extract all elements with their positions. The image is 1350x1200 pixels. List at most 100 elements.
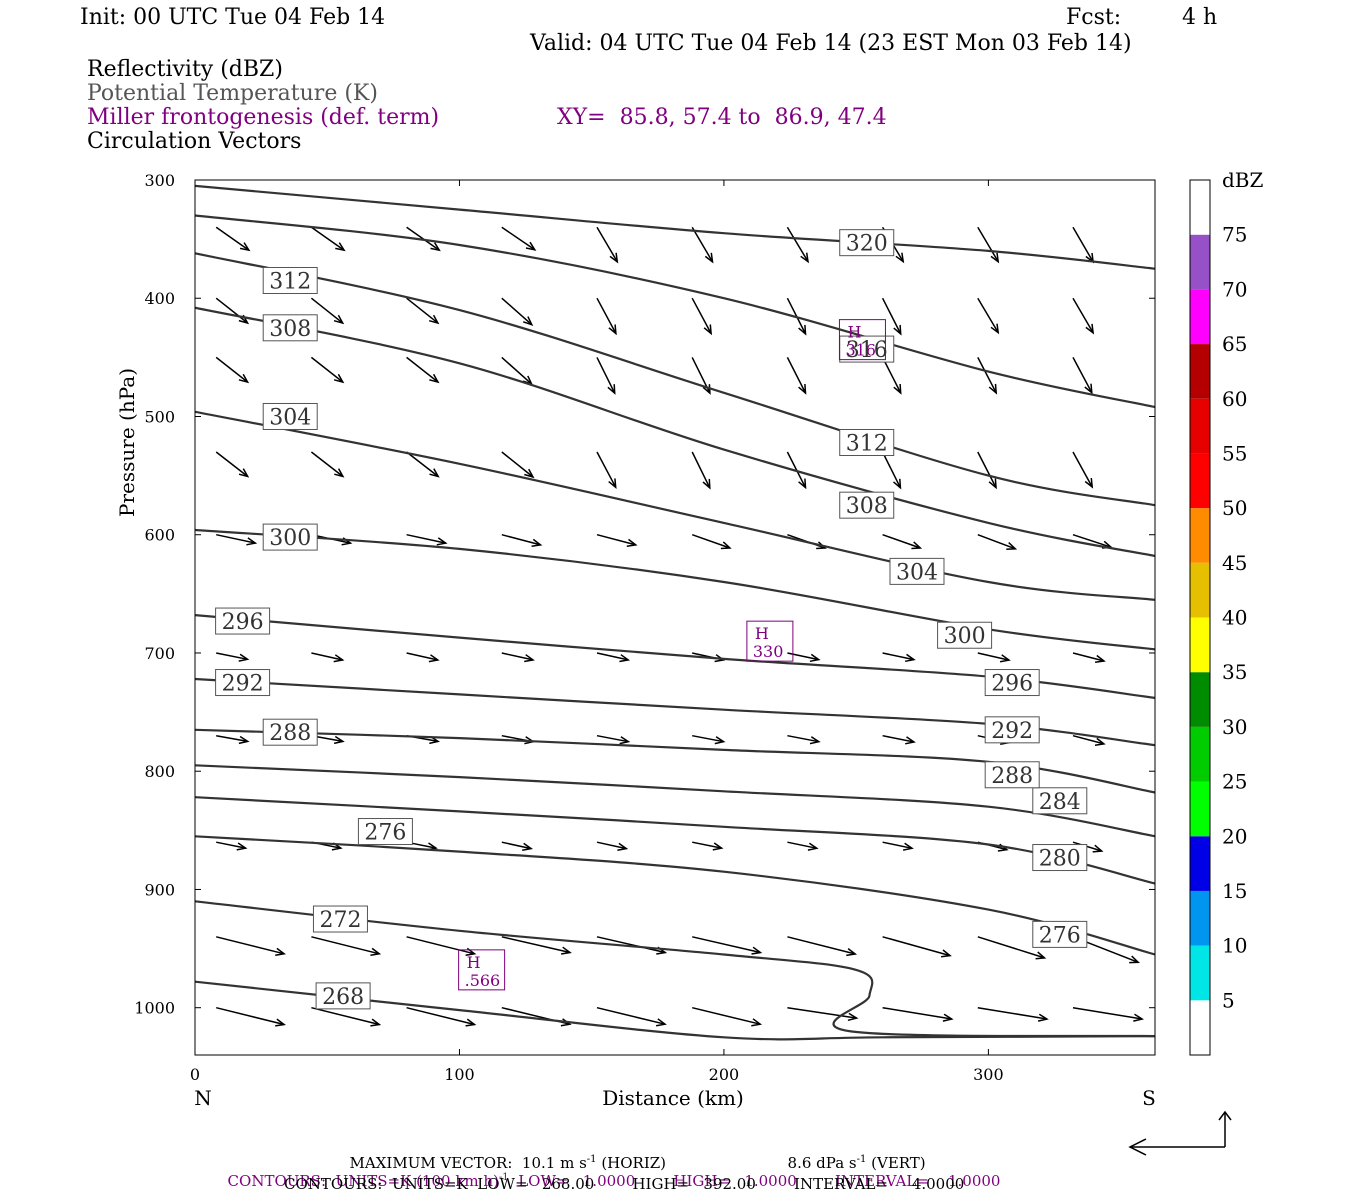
circulation-vector-head xyxy=(333,735,345,745)
extremum-type: H xyxy=(847,323,861,342)
extremum-type: H xyxy=(467,953,481,972)
x-tick-label: 100 xyxy=(444,1065,475,1084)
colorbar-segment xyxy=(1190,781,1210,837)
circulation-vector xyxy=(311,1006,380,1026)
circulation-vector xyxy=(786,357,807,394)
x-tick-label: 200 xyxy=(709,1065,740,1084)
circulation-vector xyxy=(596,936,666,954)
circulation-vector xyxy=(596,297,617,334)
contour-label-300: 300 xyxy=(269,526,311,551)
contour-label-box xyxy=(889,557,945,585)
circulation-vector-head xyxy=(429,373,440,384)
field-frontogenesis: Miller frontogenesis (def. term) xyxy=(87,105,440,130)
extremum-box xyxy=(458,949,506,991)
colorbar-label: 5 xyxy=(1222,988,1235,1012)
circulation-vector-head xyxy=(714,736,726,745)
circulation-vector-head xyxy=(704,252,714,264)
circulation-vector xyxy=(406,451,439,478)
circulation-vector xyxy=(977,652,1010,661)
circulation-vector xyxy=(310,297,344,324)
contour-label-296: 296 xyxy=(222,610,264,635)
circulation-vector xyxy=(310,451,344,478)
isentrope-308 xyxy=(195,306,1155,558)
x-tick-label: 0 xyxy=(190,1065,200,1084)
circulation-vector-head xyxy=(904,653,916,663)
circulation-vector-head xyxy=(1035,951,1047,960)
colorbar-segment xyxy=(1190,562,1210,618)
isentrope-284 xyxy=(195,764,1155,838)
extremum-value: 316 xyxy=(845,341,876,360)
colorbar-segment xyxy=(1190,508,1210,563)
circulation-vector-head xyxy=(1037,1013,1049,1022)
contour-label-308: 308 xyxy=(269,317,311,342)
y-tick-label: 500 xyxy=(144,407,175,426)
circulation-vector xyxy=(310,226,345,251)
circulation-vector xyxy=(691,226,714,263)
circulation-vector-head xyxy=(275,1018,286,1027)
circulation-vector-head xyxy=(608,478,617,490)
contour-label-box xyxy=(262,523,318,551)
south-label: S xyxy=(1142,1086,1156,1110)
circulation-vector-head xyxy=(522,316,534,326)
circulation-vector-head xyxy=(893,383,902,395)
circulation-vector-head xyxy=(1085,323,1095,335)
contour-label-296: 296 xyxy=(991,672,1033,697)
contour-label-284: 284 xyxy=(1039,790,1081,815)
circulation-vector xyxy=(216,533,256,544)
y-tick-label: 700 xyxy=(144,644,175,663)
circulation-vector xyxy=(406,936,475,955)
colorbar-segment xyxy=(1190,289,1210,345)
colorbar-label: 20 xyxy=(1222,824,1247,848)
extremum-box xyxy=(746,620,794,662)
colorbar-segment xyxy=(1190,234,1210,290)
colorbar-segment xyxy=(1190,945,1210,1001)
circulation-vector xyxy=(882,841,913,850)
circulation-vector xyxy=(216,1006,285,1026)
colorbar-segment xyxy=(1190,180,1210,235)
circulation-vector xyxy=(977,936,1045,959)
circulation-vector-head xyxy=(902,842,914,851)
isentrope-272 xyxy=(195,900,1155,1038)
circulation-vector-head xyxy=(895,252,905,264)
init-time: Init: 00 UTC Tue 04 Feb 14 xyxy=(80,5,386,30)
colorbar-label: 50 xyxy=(1222,496,1247,520)
circulation-vector xyxy=(882,936,951,957)
contour-label-box xyxy=(262,314,318,342)
circulation-vector xyxy=(881,357,902,394)
circulation-vector xyxy=(1072,652,1105,662)
circulation-vector xyxy=(216,841,246,849)
circulation-vector-head xyxy=(1084,383,1093,395)
isentrope-316 xyxy=(195,214,1155,409)
contours-frontogenesis-info: CONTOURS: UNITS=K (100 km h)-1 LOW= 1.00… xyxy=(227,1172,1001,1190)
circulation-vector-head xyxy=(809,653,821,663)
circulation-vector xyxy=(977,297,999,333)
circulation-vector-head xyxy=(990,252,1000,264)
circulation-vector xyxy=(692,1006,761,1025)
contour-label-268: 268 xyxy=(322,985,364,1010)
circulation-vector xyxy=(882,652,915,661)
colorbar-segment xyxy=(1190,1000,1210,1055)
colorbar-label: 25 xyxy=(1222,770,1247,794)
circulation-vector-head xyxy=(524,468,535,479)
contour-label-292: 292 xyxy=(222,672,264,697)
colorbar-label: 60 xyxy=(1222,387,1247,411)
contour-label-280: 280 xyxy=(1039,847,1081,872)
max-vector-horiz: MAXIMUM VECTOR: 10.1 m s-1 (HORIZ) xyxy=(349,1154,667,1172)
circulation-vector xyxy=(977,357,997,394)
circulation-vector-head xyxy=(560,946,572,955)
circulation-vector xyxy=(596,1006,666,1025)
max-vector-vert: 8.6 dPa s-1 (VERT) xyxy=(787,1154,926,1172)
contour-label-312: 312 xyxy=(846,432,888,457)
circulation-vector xyxy=(882,734,915,743)
circulation-vector xyxy=(787,734,819,743)
circulation-vector-head xyxy=(911,541,923,550)
circulation-vector-head xyxy=(429,314,440,325)
colorbar-segment xyxy=(1190,398,1210,454)
circulation-vector-head xyxy=(436,537,448,546)
contour-label-316: 316 xyxy=(846,338,888,363)
circulation-vector-head xyxy=(846,948,858,957)
colorbar-title: dBZ xyxy=(1222,168,1264,192)
circulation-vector xyxy=(501,841,532,850)
field-potential-temperature: Potential Temperature (K) xyxy=(87,81,378,106)
